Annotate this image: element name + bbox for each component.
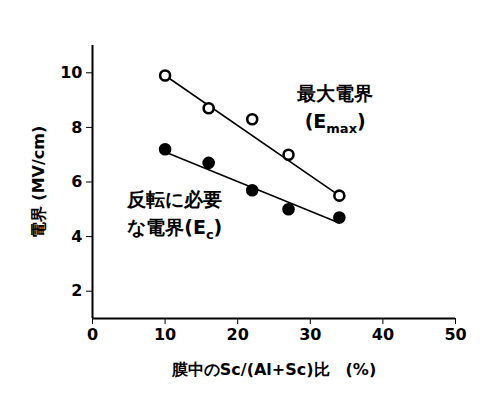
svg-text:30: 30 [299,325,321,344]
svg-text:20: 20 [227,325,249,344]
svg-text:2: 2 [71,281,82,300]
svg-text:0: 0 [87,325,98,344]
svg-text:6: 6 [71,172,82,191]
svg-text:(Emax): (Emax) [305,110,366,136]
svg-text:8: 8 [71,118,82,137]
svg-text:最大電界: 最大電界 [296,82,373,104]
svg-text:40: 40 [372,325,394,344]
svg-text:電界 (MV/cm): 電界 (MV/cm) [29,126,48,239]
svg-text:膜中のSc/(Al+Sc)比 (%): 膜中のSc/(Al+Sc)比 (%) [171,360,376,379]
svg-text:反転に必要: 反転に必要 [126,188,222,210]
svg-text:10: 10 [154,325,176,344]
svg-text:4: 4 [71,227,82,246]
svg-text:50: 50 [444,325,466,344]
svg-text:な電界(Ec): な電界(Ec) [127,216,222,242]
svg-text:10: 10 [60,63,82,82]
